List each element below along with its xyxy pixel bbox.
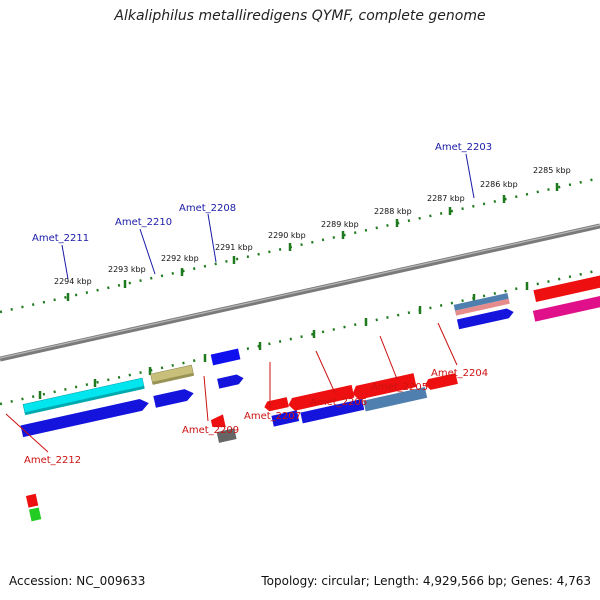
ruler-label: 2285 kbp	[533, 166, 571, 175]
ruler-label: 2290 kbp	[268, 231, 306, 240]
gene-blue-2207[interactable]	[271, 410, 300, 427]
gene-red-2209[interactable]	[210, 414, 226, 430]
gene-amet-2211[interactable]	[22, 377, 145, 416]
gene-label-amet-2205[interactable]: Amet_2205	[371, 382, 428, 393]
gene-blue-small[interactable]	[217, 373, 245, 389]
gene-blue-2206[interactable]	[300, 398, 365, 424]
ruler-label: 2293 kbp	[108, 265, 146, 274]
ruler-label: 2286 kbp	[480, 180, 518, 189]
ruler-label: 2288 kbp	[374, 207, 412, 216]
ruler-label: 2291 kbp	[215, 243, 253, 252]
topology-text: Topology: circular; Length: 4,929,566 bp…	[261, 574, 591, 588]
gene-red-2206[interactable]	[287, 384, 355, 412]
gene-amet-2208[interactable]	[210, 348, 241, 366]
ruler-label: 2294 kbp	[54, 277, 92, 286]
gene-red-2204[interactable]	[424, 373, 458, 391]
ruler-ticks-bottom	[38, 282, 529, 399]
ruler-label: 2287 kbp	[427, 194, 465, 203]
accession-text: Accession: NC_009633	[9, 574, 146, 588]
gene-label-amet-2207[interactable]: Amet_2207	[244, 411, 301, 422]
gene-label-amet-2206[interactable]: Amet_2206	[310, 397, 367, 408]
gene-red-2205[interactable]	[351, 373, 417, 401]
gene-gray-2209[interactable]	[216, 428, 237, 443]
gene-red-left[interactable]	[25, 493, 39, 508]
ruler-label: 2292 kbp	[161, 254, 199, 263]
gene-blue-short[interactable]	[153, 387, 195, 408]
gene-label-amet-2212[interactable]: Amet_2212	[24, 455, 81, 466]
strand-line	[0, 223, 600, 362]
gene-red-2207[interactable]	[263, 397, 289, 412]
gene-blue-long[interactable]	[20, 397, 151, 438]
map-title: Alkaliphilus metalliredigens QYMF, compl…	[114, 8, 486, 24]
ruler-ticks-top	[66, 183, 559, 301]
gene-label-amet-2209[interactable]: Amet_2209	[182, 425, 239, 436]
gene-label-amet-2203[interactable]: Amet_2203	[435, 142, 492, 153]
gene-label-amet-2210[interactable]: Amet_2210	[115, 217, 172, 228]
gene-top-right[interactable]	[533, 270, 600, 302]
gene-amet-2210[interactable]	[150, 364, 194, 385]
gene-label-amet-2204[interactable]: Amet_2204	[431, 368, 488, 379]
gene-amet-2203[interactable]	[453, 292, 510, 316]
gene-blue-2203[interactable]	[456, 307, 515, 330]
gene-green-left[interactable]	[28, 507, 42, 522]
gene-steel-2205[interactable]	[363, 387, 428, 412]
gene-label-amet-2208[interactable]: Amet_2208	[179, 203, 236, 214]
gene-pink-right[interactable]	[532, 290, 600, 322]
gene-label-amet-2211[interactable]: Amet_2211	[32, 233, 89, 244]
ruler-label: 2289 kbp	[321, 220, 359, 229]
